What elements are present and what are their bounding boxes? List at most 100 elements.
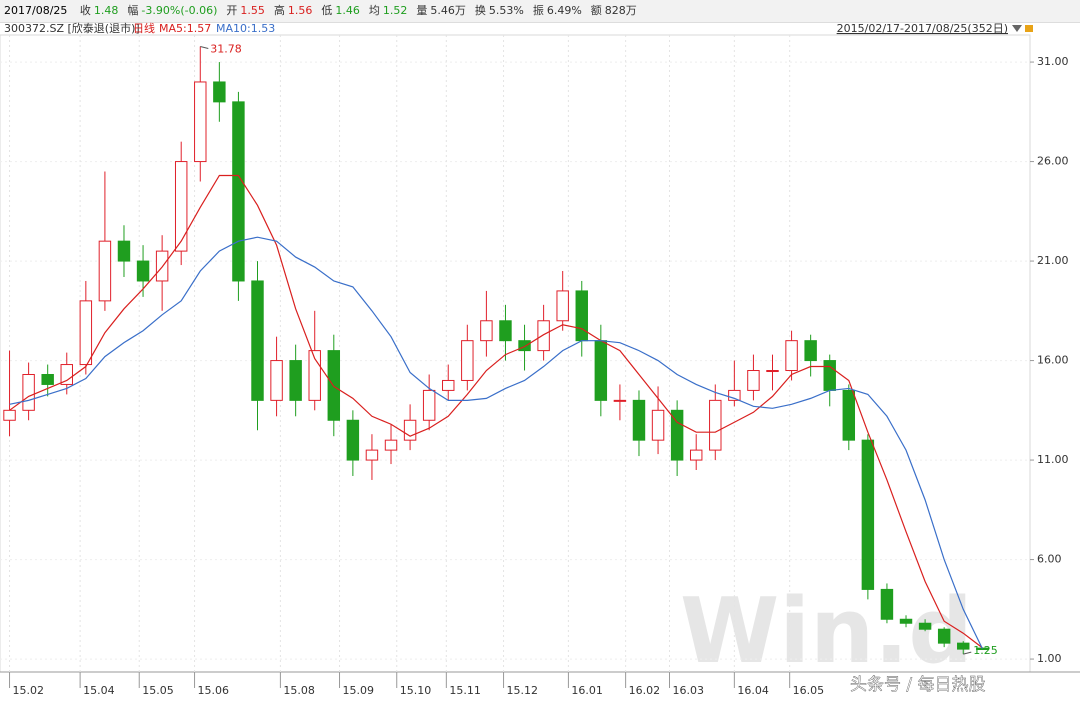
x-tick-label: 15.10 [400, 684, 432, 697]
candle-body [442, 379, 455, 391]
quote-value: 1.52 [382, 4, 408, 17]
candle-body [403, 419, 417, 441]
candle-body [518, 340, 531, 352]
candle-body [98, 240, 112, 302]
candle-body [823, 360, 836, 391]
candle-body [136, 260, 150, 282]
candle-body [651, 409, 665, 441]
watermark: Win.d [680, 579, 973, 684]
candle-body [60, 364, 73, 385]
candle-body [194, 81, 207, 163]
candle-body [747, 370, 760, 391]
quote-label: 额 [590, 4, 602, 17]
candle-body [41, 373, 54, 385]
quote-date: 2017/08/25 [4, 4, 68, 17]
x-tick-label: 15.02 [13, 684, 45, 697]
period-label: 日线 [133, 22, 155, 35]
quote-label: 均 [368, 4, 380, 17]
annotation-leader [200, 46, 209, 50]
candle-body [785, 340, 798, 372]
quote-value: 6.49% [546, 4, 582, 17]
candle-body [117, 240, 131, 262]
x-tick-label: 16.04 [737, 684, 769, 697]
x-tick-label: 15.08 [283, 684, 315, 697]
candle-body [251, 280, 264, 401]
source-watermark: 头条号 / 每日热股 [850, 675, 986, 695]
lock-icon[interactable] [1025, 25, 1033, 32]
candle-body [709, 399, 722, 451]
annotation-leader [963, 651, 972, 655]
quote-value: 5.46万 [430, 4, 466, 17]
candle-body [937, 628, 951, 644]
candle-body [79, 300, 93, 366]
plot-frame [0, 34, 1031, 673]
chart: 300372.SZ [欣泰退(退市)] 日线 MA5:1.57 MA10:1.5… [0, 22, 1080, 697]
quote-value: 1.46 [335, 4, 360, 17]
ma-line [9, 236, 983, 649]
candle-body [232, 101, 245, 282]
candle-body [480, 320, 493, 342]
candle-body [289, 360, 302, 401]
x-tick-label: 15.04 [83, 684, 115, 697]
y-tick-label: 16.00 [1037, 354, 1069, 367]
y-tick-label: 26.00 [1037, 155, 1069, 168]
candle-body [766, 370, 779, 373]
annotation-label: 1.25 [973, 644, 998, 657]
quote-label: 振 [532, 4, 544, 17]
quote-label: 高 [273, 4, 285, 17]
candle-body [861, 439, 875, 590]
x-tick-label: 16.02 [629, 684, 661, 697]
x-tick-label: 16.01 [571, 684, 603, 697]
candle-body [422, 389, 436, 421]
candle-body [689, 449, 703, 461]
quote-label: 收 [79, 4, 91, 17]
quote-label: 换 [474, 4, 486, 17]
candle-body [613, 399, 627, 402]
candle-body [556, 290, 569, 322]
candle-body [174, 161, 188, 252]
ma5-legend: MA5:1.57 [159, 22, 211, 35]
x-tick-label: 15.11 [449, 684, 481, 697]
quote-label: 幅 [127, 4, 139, 17]
date-range: 2015/02/17-2017/08/25(352日) [837, 22, 1008, 35]
y-tick-label: 21.00 [1037, 254, 1069, 267]
x-tick-label: 16.05 [793, 684, 825, 697]
quote-label: 低 [321, 4, 333, 17]
candle-body [670, 409, 684, 461]
annotation-label: 31.78 [210, 43, 242, 56]
ma10-legend: MA10:1.53 [216, 22, 275, 35]
candle-body [499, 320, 512, 342]
candle-body [461, 340, 474, 381]
y-tick-label: 31.00 [1037, 55, 1069, 68]
candle-body [384, 439, 398, 451]
quote-value: 828万 [604, 4, 637, 17]
candle-body [842, 389, 856, 441]
candle-body [346, 419, 360, 461]
x-tick-label: 15.09 [343, 684, 375, 697]
candle-body [270, 360, 283, 401]
candle-body [3, 409, 16, 421]
candle-body [22, 373, 35, 411]
quote-value: 1.55 [240, 4, 265, 17]
candle-body [957, 642, 970, 650]
candle-body [899, 618, 913, 624]
dropdown-icon[interactable] [1012, 25, 1022, 32]
candle-body [213, 81, 226, 103]
x-tick-label: 15.12 [507, 684, 539, 697]
candle-body [632, 399, 646, 441]
security-name: 300372.SZ [欣泰退(退市)] [4, 22, 140, 35]
x-tick-label: 15.06 [198, 684, 230, 697]
candle-body [537, 320, 550, 352]
quote-value: 5.53% [488, 4, 524, 17]
candle-body [575, 290, 588, 342]
candle-body [918, 622, 932, 630]
quote-value: 1.56 [287, 4, 313, 17]
y-tick-label: 11.00 [1037, 453, 1069, 466]
y-tick-label: 6.00 [1037, 553, 1062, 566]
quote-label: 开 [226, 4, 238, 17]
quote-label: 量 [416, 4, 428, 17]
candle-body [308, 350, 321, 401]
quote-value: -3.90%(-0.06) [141, 4, 218, 17]
y-tick-label: 1.00 [1037, 652, 1062, 665]
candle-body [365, 449, 379, 461]
